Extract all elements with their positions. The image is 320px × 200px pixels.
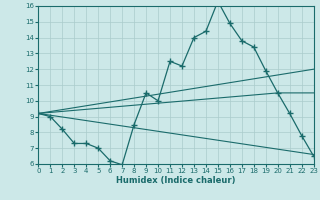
X-axis label: Humidex (Indice chaleur): Humidex (Indice chaleur) bbox=[116, 176, 236, 185]
